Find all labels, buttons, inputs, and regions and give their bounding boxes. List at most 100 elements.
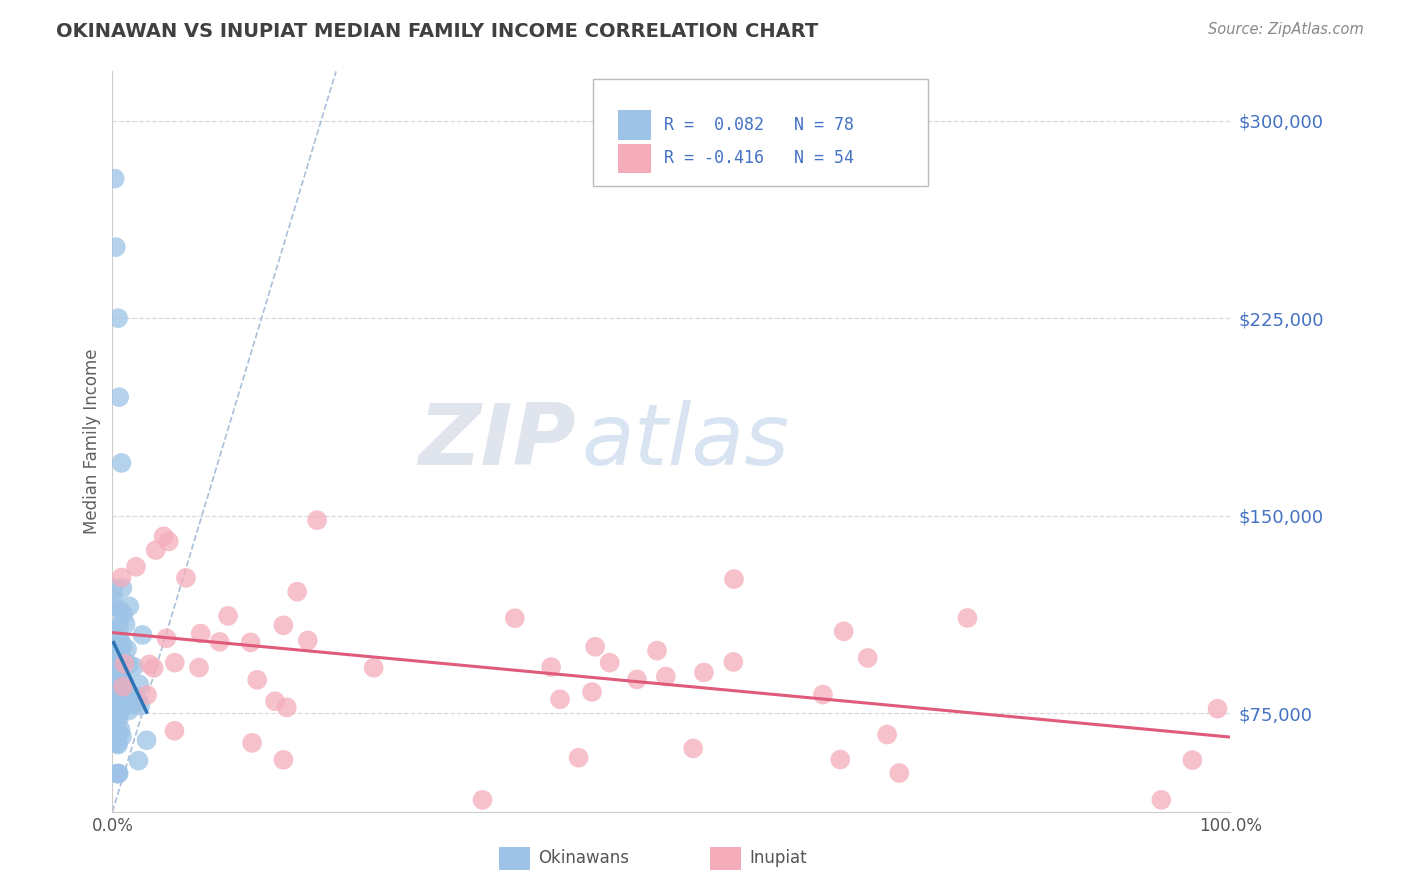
Point: [112, 673, 135, 688]
Point: [239, 635, 262, 649]
Point: [107, 725, 129, 739]
Point: [103, 641, 125, 656]
Point: [111, 730, 134, 744]
Point: [363, 661, 385, 675]
Point: [876, 727, 898, 741]
Point: [104, 728, 127, 742]
Point: [103, 599, 125, 614]
Point: [114, 696, 136, 710]
Text: ZIP: ZIP: [419, 400, 576, 483]
Point: [107, 737, 129, 751]
Point: [103, 582, 125, 596]
Point: [105, 648, 128, 663]
Point: [599, 656, 621, 670]
Point: [125, 559, 148, 574]
Point: [104, 655, 127, 669]
Point: [152, 529, 174, 543]
Point: [112, 701, 135, 715]
Point: [471, 793, 494, 807]
Point: [122, 659, 145, 673]
Point: [107, 311, 129, 326]
Point: [208, 635, 231, 649]
Point: [626, 673, 648, 687]
Point: [856, 651, 879, 665]
Point: [115, 684, 138, 698]
Text: R = -0.416   N = 54: R = -0.416 N = 54: [664, 149, 853, 168]
Point: [1181, 753, 1204, 767]
Point: [115, 642, 138, 657]
Point: [104, 171, 127, 186]
Point: [830, 752, 852, 766]
Point: [273, 753, 295, 767]
Point: [114, 697, 136, 711]
Point: [723, 655, 745, 669]
Point: [118, 704, 141, 718]
Point: [135, 733, 157, 747]
Point: [105, 694, 128, 708]
Point: [145, 543, 167, 558]
Point: [111, 681, 134, 695]
Point: [118, 657, 141, 672]
Point: [129, 698, 152, 713]
Text: OKINAWAN VS INUPIAT MEDIAN FAMILY INCOME CORRELATION CHART: OKINAWAN VS INUPIAT MEDIAN FAMILY INCOME…: [56, 22, 818, 41]
Point: [114, 617, 136, 632]
Point: [682, 741, 704, 756]
Point: [128, 677, 150, 691]
Point: [103, 718, 125, 732]
Point: [107, 682, 129, 697]
Point: [103, 661, 125, 675]
Point: [581, 685, 603, 699]
Point: [163, 723, 186, 738]
Point: [107, 738, 129, 752]
Point: [105, 658, 128, 673]
Point: [111, 640, 134, 654]
Point: [104, 623, 127, 637]
Point: [122, 698, 145, 712]
Point: [103, 592, 125, 607]
Point: [104, 681, 127, 696]
Point: [104, 654, 127, 668]
Point: [1206, 701, 1229, 715]
Text: Inupiat: Inupiat: [749, 849, 807, 867]
Point: [112, 654, 135, 668]
Point: [111, 581, 134, 595]
Text: atlas: atlas: [582, 400, 790, 483]
Point: [103, 624, 125, 639]
Point: [105, 724, 128, 739]
Point: [131, 628, 153, 642]
Point: [103, 634, 125, 648]
Point: [104, 660, 127, 674]
Point: [110, 722, 132, 736]
Text: Source: ZipAtlas.com: Source: ZipAtlas.com: [1208, 22, 1364, 37]
Point: [889, 766, 911, 780]
Point: [1150, 793, 1173, 807]
Point: [107, 643, 129, 657]
Point: [118, 599, 141, 614]
Point: [956, 611, 979, 625]
Point: [655, 669, 678, 683]
Point: [217, 608, 239, 623]
Point: [568, 750, 591, 764]
Point: [190, 626, 212, 640]
Point: [107, 713, 129, 727]
Point: [105, 670, 128, 684]
Point: [157, 534, 180, 549]
Point: [136, 688, 159, 702]
Text: R =  0.082   N = 78: R = 0.082 N = 78: [664, 116, 853, 134]
Point: [138, 657, 160, 672]
Point: [645, 643, 668, 657]
Point: [273, 618, 295, 632]
Point: [142, 661, 165, 675]
Point: [163, 656, 186, 670]
Point: [108, 631, 131, 645]
Point: [240, 736, 263, 750]
Point: [110, 636, 132, 650]
Point: [107, 648, 129, 663]
Point: [108, 650, 131, 665]
Point: [264, 694, 287, 708]
Point: [276, 700, 298, 714]
Point: [108, 726, 131, 740]
Point: [811, 688, 834, 702]
Point: [108, 639, 131, 653]
Point: [122, 696, 145, 710]
